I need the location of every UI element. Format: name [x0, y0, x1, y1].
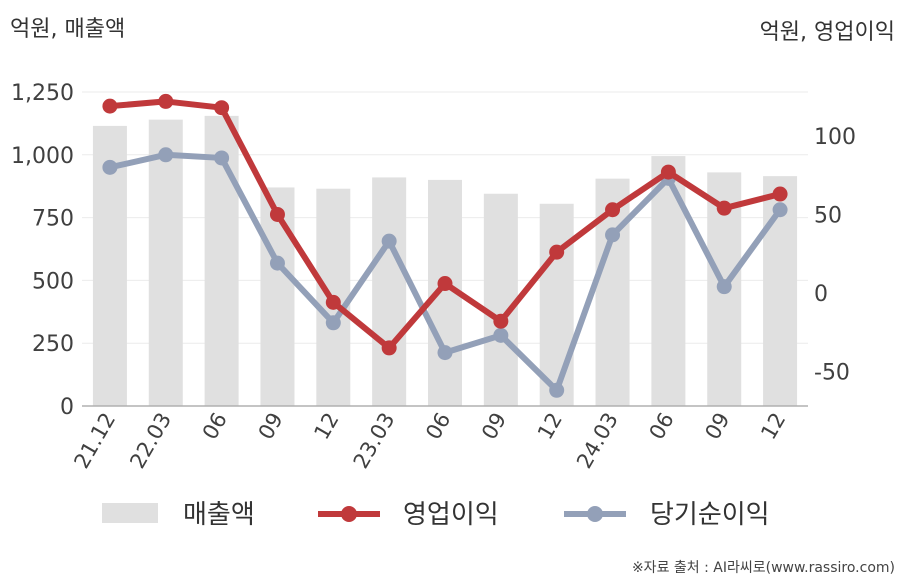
operating-profit-point [269, 206, 285, 222]
x-tick-label: 09 [700, 409, 734, 444]
net-income-point [549, 382, 565, 398]
net-income-point [437, 345, 453, 361]
legend-marker-operating-profit [341, 506, 357, 522]
left-tick-label: 500 [32, 269, 74, 294]
revenue-bar [372, 177, 407, 406]
x-tick-label: 23.03 [349, 409, 400, 473]
revenue-bar [539, 203, 574, 406]
x-tick-label: 09 [254, 409, 288, 444]
revenue-bars [92, 115, 798, 407]
net-income-point [493, 327, 509, 343]
legend-marker-net-income [587, 506, 603, 522]
x-tick-label: 12 [756, 409, 790, 444]
left-tick-label: 1,000 [11, 144, 74, 169]
legend-label-net-income: 당기순이익 [650, 500, 770, 530]
operating-profit-point [660, 164, 676, 180]
left-tick-label: 0 [60, 395, 74, 420]
operating-profit-point [381, 340, 397, 356]
profit-lines [102, 93, 788, 398]
operating-profit-point [158, 93, 174, 109]
net-income-point [605, 227, 621, 243]
operating-profit-point [605, 202, 621, 218]
operating-profit-point [493, 313, 509, 329]
net-income-point [716, 279, 732, 295]
left-tick-label: 1,250 [11, 81, 74, 106]
operating-profit-point [772, 186, 788, 202]
operating-profit-point [102, 98, 118, 114]
revenue-bar [148, 119, 183, 406]
right-axis-unit: 억원, 영업이익 [760, 20, 895, 45]
x-tick-label: 21.12 [69, 409, 120, 473]
net-income-point [772, 202, 788, 218]
operating-profit-point [325, 294, 341, 310]
net-income-point [158, 147, 174, 163]
source-note: ※자료 출처 : AI라씨로(www.rassiro.com) [632, 560, 895, 576]
operating-profit-point [716, 200, 732, 216]
net-income-point [269, 255, 285, 271]
operating-profit-point [214, 100, 230, 116]
revenue-bar [260, 187, 295, 406]
right-tick-label: 50 [814, 203, 842, 228]
legend-label-revenue: 매출액 [183, 500, 255, 530]
x-tick-label: 06 [421, 409, 455, 444]
x-tick-label: 24.03 [572, 409, 623, 473]
revenue-bar [483, 193, 518, 406]
right-tick-label: -50 [814, 360, 850, 385]
net-income-point [102, 159, 118, 175]
legend-swatch-revenue [102, 503, 158, 523]
x-tick-label: 06 [198, 409, 232, 444]
x-tick-label: 22.03 [125, 409, 176, 473]
legend: 매출액 영업이익 당기순이익 [102, 500, 770, 530]
legend-label-operating-profit: 영업이익 [403, 500, 499, 530]
right-tick-label: 100 [814, 125, 856, 150]
right-tick-label: 0 [814, 282, 828, 307]
x-tick-label: 09 [477, 409, 511, 444]
left-tick-label: 750 [32, 207, 74, 232]
net-income-point [381, 233, 397, 249]
x-tick-label: 12 [309, 409, 343, 444]
x-tick-label: 12 [533, 409, 567, 444]
left-axis-unit: 억원, 매출액 [10, 17, 125, 42]
left-tick-label: 250 [32, 332, 74, 357]
net-income-point [214, 150, 230, 166]
net-income-point [325, 315, 341, 331]
operating-profit-point [549, 244, 565, 260]
operating-profit-point [437, 276, 453, 292]
x-tick-label: 06 [645, 409, 679, 444]
